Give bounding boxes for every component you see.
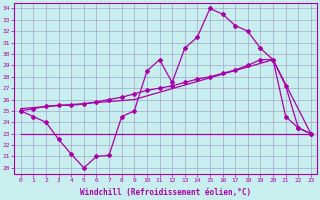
X-axis label: Windchill (Refroidissement éolien,°C): Windchill (Refroidissement éolien,°C) — [80, 188, 252, 197]
